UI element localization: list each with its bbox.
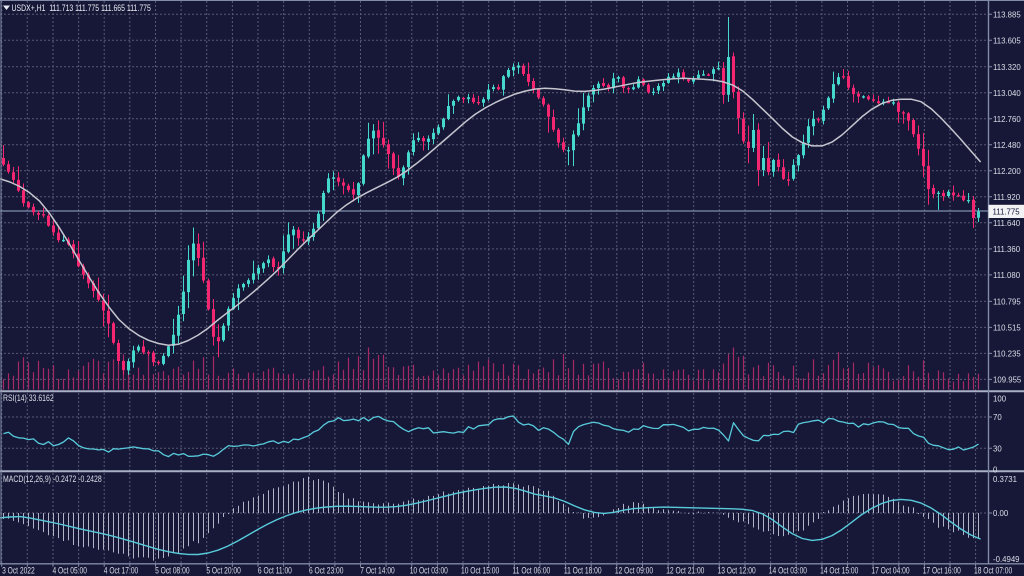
svg-text:4 Oct 05:00: 4 Oct 05:00 [52,566,87,576]
svg-text:11 Oct 18:00: 11 Oct 18:00 [564,566,602,576]
svg-text:12 Oct 09:00: 12 Oct 09:00 [615,566,654,576]
svg-text:112.480: 112.480 [993,141,1021,150]
svg-text:USDX+,H1 111.713 111.775 111.: USDX+,H1 111.713 111.775 111.665 111.775 [12,2,152,13]
svg-text:0: 0 [993,465,998,474]
svg-text:5 Oct 08:00: 5 Oct 08:00 [155,566,190,576]
svg-text:18 Oct 07:00: 18 Oct 07:00 [974,566,1013,576]
svg-text:111.775: 111.775 [993,207,1020,216]
svg-text:111.920: 111.920 [993,193,1020,202]
svg-text:6 Oct 23:00: 6 Oct 23:00 [309,566,344,576]
svg-text:110.235: 110.235 [993,349,1021,358]
svg-text:113.320: 113.320 [993,63,1021,72]
svg-text:112.200: 112.200 [993,167,1021,176]
svg-text:5 Oct 20:00: 5 Oct 20:00 [206,566,241,576]
svg-text:111.360: 111.360 [993,245,1020,254]
svg-text:0.00: 0.00 [993,509,1009,518]
svg-text:113.885: 113.885 [993,10,1021,19]
svg-text:-0.4949: -0.4949 [993,555,1020,564]
svg-text:111.640: 111.640 [993,219,1020,228]
svg-text:113.040: 113.040 [993,89,1021,98]
svg-text:3 Oct 2022: 3 Oct 2022 [2,566,35,576]
svg-text:10 Oct 15:00: 10 Oct 15:00 [461,566,500,576]
svg-text:111.080: 111.080 [993,271,1020,280]
svg-text:7 Oct 14:00: 7 Oct 14:00 [360,566,395,576]
svg-text:4 Oct 17:00: 4 Oct 17:00 [104,566,139,576]
svg-text:13 Oct 12:00: 13 Oct 12:00 [718,566,757,576]
svg-text:MACD(12,26,9) -0.2472 -0.2428: MACD(12,26,9) -0.2472 -0.2428 [3,473,102,484]
svg-text:110.795: 110.795 [993,297,1021,306]
svg-text:0.3731: 0.3731 [993,475,1017,484]
svg-text:14 Oct 03:00: 14 Oct 03:00 [769,566,808,576]
svg-text:30: 30 [993,444,1002,453]
svg-text:100: 100 [993,394,1006,403]
svg-text:70: 70 [993,413,1002,422]
svg-text:10 Oct 03:00: 10 Oct 03:00 [410,566,449,576]
svg-text:113.605: 113.605 [993,36,1021,45]
svg-text:RSI(14) 33.6162: RSI(14) 33.6162 [3,392,54,403]
svg-text:12 Oct 21:00: 12 Oct 21:00 [666,566,705,576]
svg-text:17 Oct 04:00: 17 Oct 04:00 [871,566,910,576]
svg-text:112.760: 112.760 [993,115,1021,124]
svg-text:14 Oct 15:00: 14 Oct 15:00 [820,566,859,576]
svg-text:109.955: 109.955 [993,375,1022,384]
svg-text:110.515: 110.515 [993,323,1021,332]
svg-text:6 Oct 11:00: 6 Oct 11:00 [258,566,293,576]
svg-text:17 Oct 16:00: 17 Oct 16:00 [923,566,962,576]
svg-text:11 Oct 06:00: 11 Oct 06:00 [513,566,551,576]
